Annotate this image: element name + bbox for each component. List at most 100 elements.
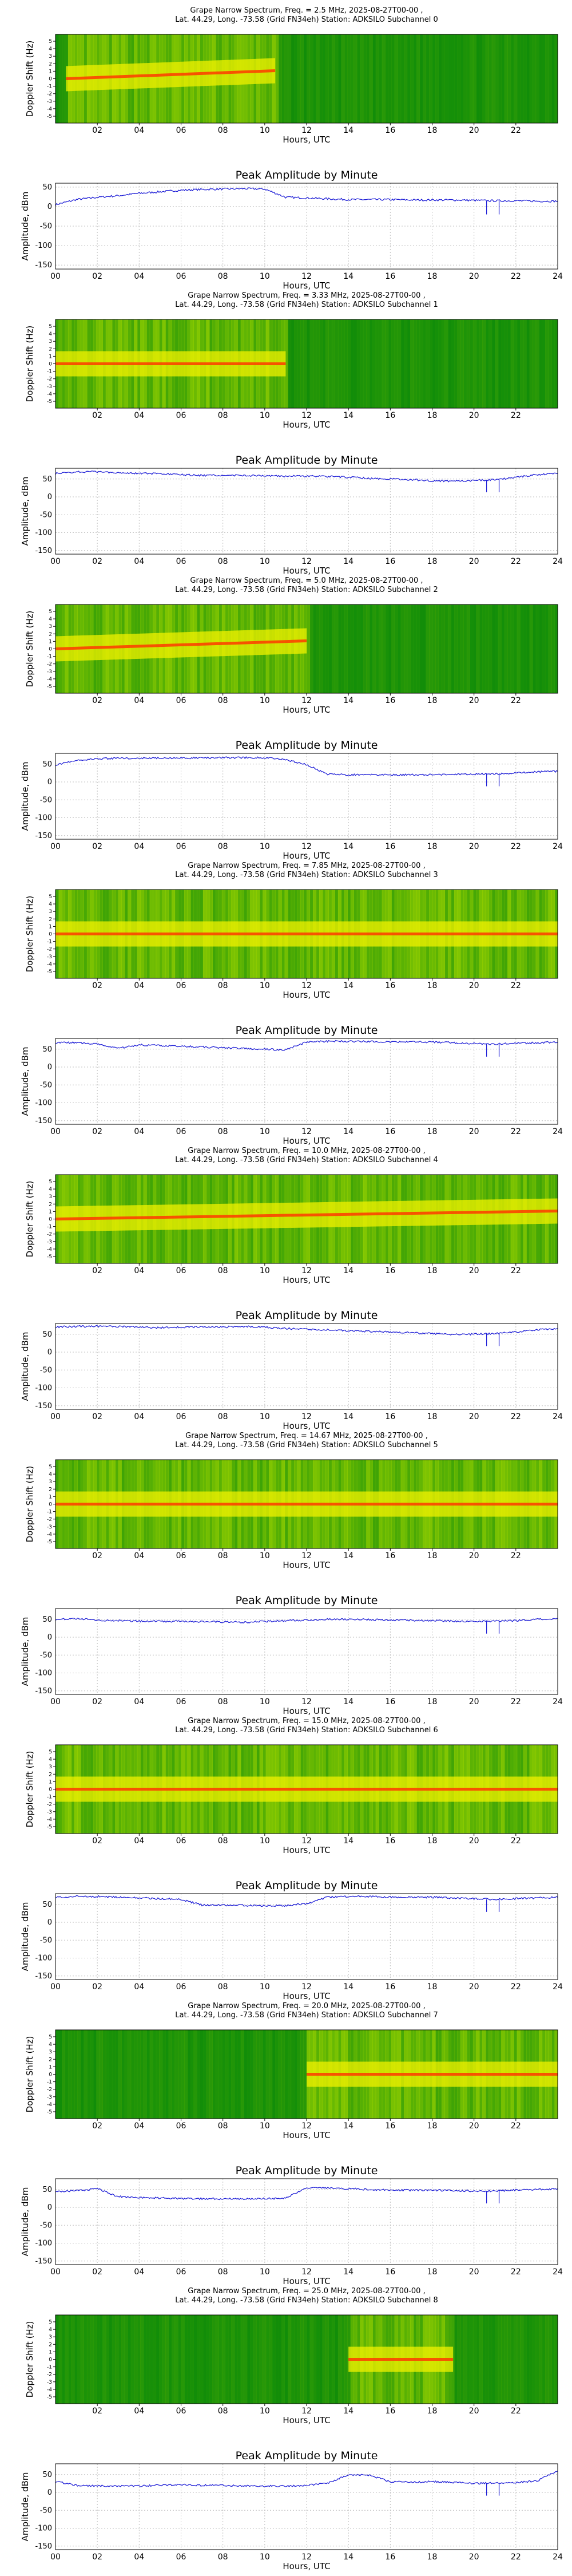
spectrum-title-line-2: Lat. 44.29, Long. -73.58 (Grid FN34eh) S… bbox=[175, 871, 438, 879]
x-tick-label: 12 bbox=[301, 2553, 312, 2562]
spectrogram-column bbox=[451, 319, 455, 408]
y-tick-label: -100 bbox=[35, 529, 52, 538]
y-axis-label: Amplitude, dBm bbox=[20, 2187, 30, 2257]
spectrogram-column bbox=[413, 34, 417, 123]
spectrogram-column bbox=[416, 34, 420, 123]
spectrogram-column bbox=[309, 34, 313, 123]
spectrogram-column bbox=[212, 2315, 216, 2404]
x-tick-label: 20 bbox=[469, 1127, 479, 1136]
y-axis-label: Doppler Shift (Hz) bbox=[25, 41, 35, 117]
spectrogram-column bbox=[426, 319, 430, 408]
chart-title: Peak Amplitude by Minute bbox=[236, 1309, 378, 1322]
y-tick-label: 1 bbox=[49, 1209, 52, 1215]
spectrogram-column bbox=[331, 34, 335, 123]
channel-0-group: Grape Narrow Spectrum, Freq. = 2.5 MHz, … bbox=[20, 6, 563, 291]
amplitude-series-line bbox=[55, 1040, 558, 1051]
x-tick-label: 20 bbox=[469, 272, 479, 281]
spectrogram-column bbox=[488, 605, 492, 693]
spectrogram-carrier-line bbox=[66, 69, 276, 80]
spectrogram-column bbox=[356, 605, 360, 693]
y-tick-label: 50 bbox=[42, 760, 52, 769]
x-tick-label: 20 bbox=[469, 1266, 479, 1275]
x-tick-label: 12 bbox=[301, 1412, 312, 1421]
x-tick-label: 18 bbox=[427, 557, 438, 566]
y-tick-label: -3 bbox=[47, 1239, 52, 1245]
spectrogram-column bbox=[130, 2030, 134, 2119]
spectrogram-column bbox=[554, 319, 558, 408]
x-tick-label: 02 bbox=[92, 2553, 102, 2562]
x-tick-label: 02 bbox=[92, 1982, 102, 1992]
spectrogram-column bbox=[501, 605, 505, 693]
spectrogram-column bbox=[510, 34, 514, 123]
x-axis-label: Hours, UTC bbox=[283, 851, 330, 861]
spectrogram-column bbox=[99, 2315, 103, 2404]
spectrogram-column bbox=[307, 2315, 311, 2404]
spectrogram-column bbox=[61, 2030, 66, 2119]
x-tick-label: 20 bbox=[469, 842, 479, 851]
spectrogram-column bbox=[146, 2315, 150, 2404]
spectrogram-column bbox=[482, 34, 486, 123]
spectrogram-column bbox=[350, 319, 354, 408]
y-tick-label: 50 bbox=[42, 2471, 52, 2479]
channel-8-group: Grape Narrow Spectrum, Freq. = 25.0 MHz,… bbox=[20, 2287, 563, 2571]
y-axis-label: Amplitude, dBm bbox=[20, 1047, 30, 1116]
spectrum-title-line-1: Grape Narrow Spectrum, Freq. = 15.0 MHz,… bbox=[188, 1717, 425, 1725]
spectrogram-column bbox=[419, 34, 423, 123]
x-tick-label: 18 bbox=[427, 2407, 438, 2416]
x-axis-label: Hours, UTC bbox=[283, 1275, 330, 1285]
spectrogram-column bbox=[181, 2030, 185, 2119]
y-axis-label: Amplitude, dBm bbox=[20, 762, 30, 831]
spectrogram-column bbox=[372, 34, 376, 123]
x-tick-label: 04 bbox=[134, 557, 144, 566]
spectrogram-column bbox=[202, 2030, 206, 2119]
spectrum-title-line-2: Lat. 44.29, Long. -73.58 (Grid FN34eh) S… bbox=[175, 301, 438, 309]
x-tick-label: 20 bbox=[469, 696, 479, 705]
spectrogram-column bbox=[457, 34, 461, 123]
spectrogram-column bbox=[488, 319, 492, 408]
spectrogram-column bbox=[526, 2315, 530, 2404]
spectrogram-column bbox=[206, 2030, 210, 2119]
y-tick-label: 50 bbox=[42, 183, 52, 192]
spectrogram-column bbox=[256, 2030, 260, 2119]
y-tick-label: 1 bbox=[49, 1494, 52, 1500]
spectrogram-column bbox=[225, 2315, 229, 2404]
y-axis-label: Doppler Shift (Hz) bbox=[25, 326, 35, 402]
spectrogram-column bbox=[316, 605, 320, 693]
amplitude-line-chart: Peak Amplitude by Minute 00 02 04 06 08 10 12 14… bbox=[20, 2164, 563, 2286]
x-tick-label: 22 bbox=[511, 696, 521, 705]
spectrogram-column bbox=[479, 2315, 483, 2404]
spectrogram-column bbox=[545, 2315, 549, 2404]
spectrogram-column bbox=[470, 319, 474, 408]
x-tick-label: 06 bbox=[176, 696, 186, 705]
spectrogram-column bbox=[460, 605, 464, 693]
spectrogram-column bbox=[67, 2315, 72, 2404]
spectrogram-column bbox=[335, 319, 339, 408]
spectrum-title-line-2: Lat. 44.29, Long. -73.58 (Grid FN34eh) S… bbox=[175, 2296, 438, 2305]
x-tick-label: 22 bbox=[511, 1266, 521, 1275]
amplitude-series-line bbox=[55, 2186, 558, 2200]
y-tick-label: 5 bbox=[49, 2034, 52, 2040]
spectrogram-column bbox=[466, 2315, 470, 2404]
y-tick-label: -1 bbox=[47, 1510, 52, 1515]
x-tick-label: 24 bbox=[553, 557, 563, 566]
spectrogram-column bbox=[184, 2315, 188, 2404]
spectrogram-column bbox=[250, 2315, 254, 2404]
spectrum-title-line-1: Grape Narrow Spectrum, Freq. = 7.85 MHz,… bbox=[188, 862, 425, 870]
y-tick-label: -3 bbox=[47, 1809, 52, 1815]
y-tick-label: 1 bbox=[49, 639, 52, 645]
spectrogram-column bbox=[272, 2315, 276, 2404]
x-tick-label: 12 bbox=[301, 411, 312, 420]
y-tick-label: -2 bbox=[47, 92, 52, 97]
spectrogram-column bbox=[476, 2315, 480, 2404]
x-tick-label: 04 bbox=[134, 2121, 144, 2131]
spectrogram-column bbox=[331, 319, 335, 408]
x-tick-label: 14 bbox=[343, 2553, 353, 2562]
amplitude-line-chart: Peak Amplitude by Minute 00 02 04 06 08 10 12 14… bbox=[20, 1594, 563, 1716]
spectrogram-column bbox=[491, 319, 495, 408]
spectrogram-column bbox=[498, 319, 502, 408]
x-tick-label: 22 bbox=[511, 272, 521, 281]
spectrogram-column bbox=[350, 34, 354, 123]
spectrogram-column bbox=[278, 2030, 282, 2119]
x-axis-label: Hours, UTC bbox=[283, 990, 330, 1000]
